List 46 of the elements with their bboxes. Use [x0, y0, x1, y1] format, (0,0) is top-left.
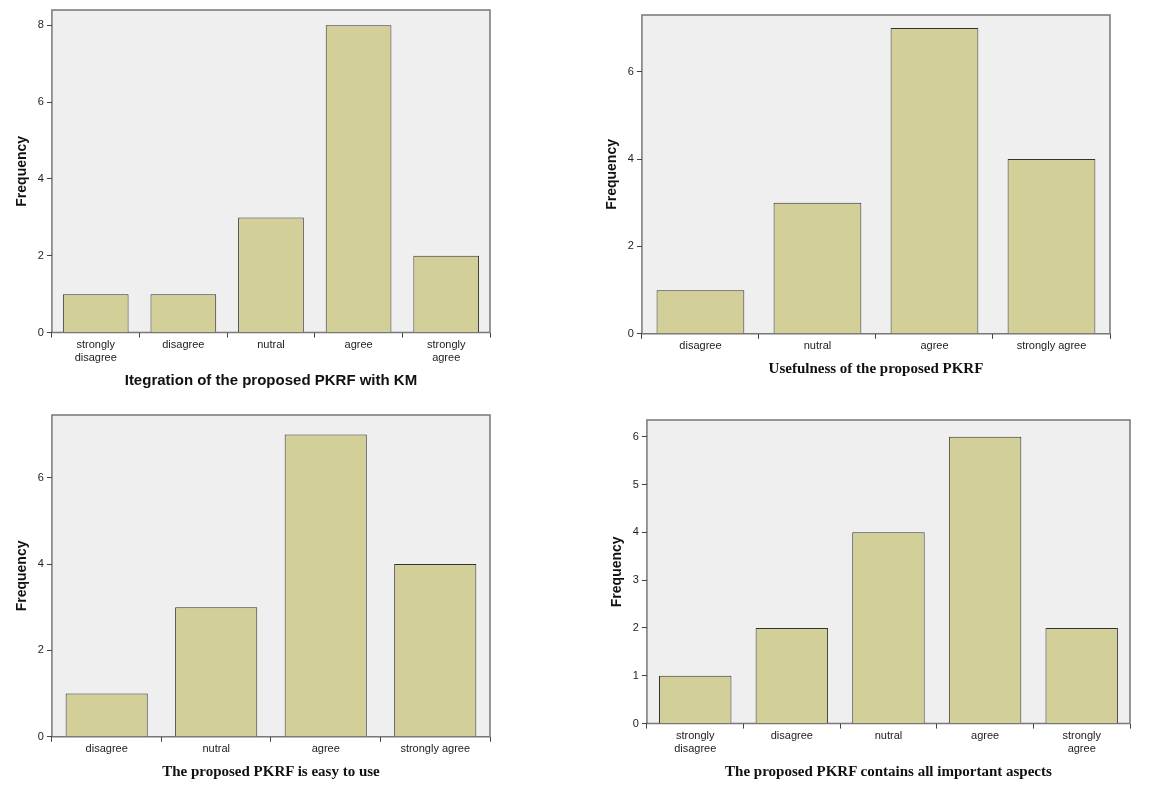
x-tick-label: nutral — [202, 742, 230, 755]
x-axis-title: Usefulness of the proposed PKRF — [768, 359, 984, 376]
y-tick-label: 0 — [632, 716, 639, 729]
y-axis-title: Frequency — [608, 536, 625, 608]
x-tick-label: disagree — [770, 729, 813, 742]
x-tick-label: agree — [920, 339, 949, 352]
y-tick-label: 8 — [37, 18, 44, 31]
y-tick-label: 2 — [37, 248, 44, 261]
y-tick-label: 2 — [37, 643, 44, 656]
x-tick-label: strongly agree — [1062, 729, 1102, 755]
y-tick-label: 5 — [632, 477, 639, 490]
x-axis-title: Itegration of the proposed PKRF with KM — [124, 371, 418, 389]
y-tick-label: 6 — [37, 470, 44, 483]
x-tick-label: strongly agree — [400, 742, 471, 755]
y-tick-label: 0 — [37, 729, 44, 742]
y-tick-label: 3 — [632, 573, 639, 586]
x-tick-label: nutral — [257, 338, 285, 351]
y-tick-label: 2 — [627, 239, 634, 252]
x-tick-label: disagree — [162, 338, 205, 351]
y-tick-label: 6 — [627, 64, 634, 77]
y-tick-label: 2 — [632, 621, 639, 634]
x-tick-label: disagree — [679, 339, 722, 352]
y-tick-label: 0 — [37, 325, 44, 338]
x-tick-label: agree — [971, 729, 1000, 742]
x-tick-label: agree — [311, 742, 340, 755]
x-tick-label: agree — [344, 338, 373, 351]
y-axis-title: Frequency — [13, 540, 30, 612]
y-tick-label: 4 — [632, 525, 639, 538]
x-tick-label: nutral — [874, 729, 903, 742]
x-tick-label: strongly disagree — [74, 338, 117, 364]
y-tick-label: 6 — [632, 429, 639, 442]
x-tick-label: strongly disagree — [674, 729, 717, 755]
x-tick-label: strongly agree — [426, 338, 466, 364]
y-tick-label: 0 — [627, 326, 634, 339]
x-tick-label: disagree — [85, 742, 128, 755]
x-axis-title: The proposed PKRF contains all important aspects — [725, 762, 1052, 779]
y-axis-title: Frequency — [603, 138, 620, 210]
y-tick-label: 4 — [37, 557, 44, 570]
x-tick-label: strongly agree — [1016, 339, 1087, 352]
y-tick-label: 1 — [632, 668, 639, 681]
x-axis-title: The proposed PKRF is easy to use — [162, 762, 381, 779]
y-tick-label: 4 — [37, 172, 44, 185]
y-tick-label: 4 — [627, 152, 634, 165]
x-tick-label: nutral — [803, 339, 832, 352]
y-axis-title: Frequency — [13, 135, 30, 207]
y-tick-label: 6 — [37, 95, 44, 108]
